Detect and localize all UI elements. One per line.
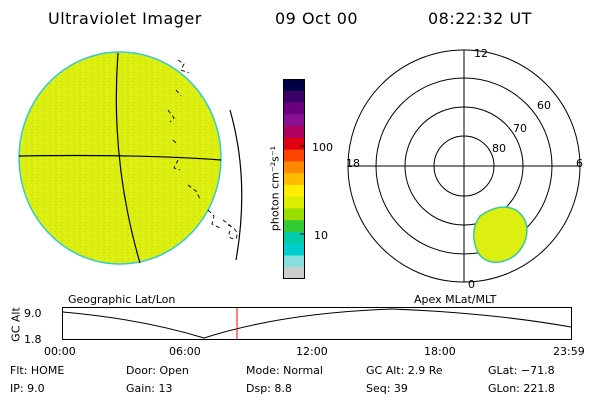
colorbar-band	[283, 231, 305, 245]
mlat-label-70: 70	[513, 122, 527, 135]
longitude-line	[115, 52, 141, 264]
colorbar-band	[283, 267, 305, 279]
colorbar-band	[283, 102, 305, 115]
colorbar-band	[283, 208, 305, 221]
colorbar-band	[283, 90, 305, 104]
geographic-image	[18, 51, 243, 265]
mlat-label-80: 80	[492, 142, 506, 155]
time-label-0600: 06:00	[169, 345, 201, 358]
colorbar-band	[283, 220, 305, 233]
coastline	[167, 59, 238, 240]
colorbar-band	[283, 114, 305, 127]
altitude-curve	[62, 308, 572, 339]
aurora-blob	[473, 206, 528, 263]
status-seq: Seq: 39	[366, 382, 408, 395]
mlt-label-6: 6	[576, 157, 583, 170]
status-door: Door: Open	[126, 364, 189, 377]
colorbar-band	[283, 79, 305, 92]
status-flt: Flt: HOME	[10, 364, 65, 377]
status-ip: IP: 9.0	[10, 382, 45, 395]
mlt-label-12: 12	[474, 47, 488, 60]
colorbar-band	[283, 137, 305, 151]
timeline-axis-label: GC Alt	[9, 307, 23, 342]
time-label-2359: 23:59	[553, 345, 585, 358]
status-mode: Mode: Normal	[246, 364, 323, 377]
mlt-label-18: 18	[346, 157, 360, 170]
apex-polar-plot	[347, 49, 581, 283]
time-label: 08:22:32 UT	[428, 9, 532, 28]
status-dsp: Dsp: 8.8	[246, 382, 292, 395]
colorbar-band	[283, 126, 305, 139]
colorbar-band	[283, 196, 305, 209]
colorbar-band	[283, 161, 305, 174]
time-label-0000: 00:00	[44, 345, 76, 358]
time-label-1800: 18:00	[424, 345, 456, 358]
colorbar-band	[283, 255, 305, 268]
timeline-y-top: 9.0	[24, 307, 42, 320]
colorbar-band	[283, 149, 305, 162]
colorbar-band	[283, 243, 305, 256]
earth-disk	[18, 51, 222, 265]
instrument-title: Ultraviolet Imager	[48, 9, 202, 28]
colorbar-tick-100: 100	[312, 141, 333, 154]
status-gain: Gain: 13	[126, 382, 173, 395]
colorbar-unit-label: photon cm⁻²s⁻¹	[268, 145, 282, 232]
timeline-y-bottom: 1.8	[24, 333, 42, 346]
timeline-plot	[62, 307, 572, 340]
colorbar-band	[283, 173, 305, 186]
mlat-label-60: 60	[537, 99, 551, 112]
colorbar-tick-10: 10	[314, 229, 328, 242]
colorbar-band	[283, 184, 305, 198]
colorbar	[283, 79, 305, 279]
time-label-1200: 12:00	[296, 345, 328, 358]
terminator-line	[229, 109, 243, 261]
status-gcalt: GC Alt: 2.9 Re	[366, 364, 443, 377]
apex-label: Apex MLat/MLT	[414, 293, 497, 306]
geographic-label: Geographic Lat/Lon	[68, 293, 176, 306]
mlt-label-0: 0	[468, 278, 475, 291]
status-glon: GLon: 221.8	[488, 382, 555, 395]
latitude-line	[18, 154, 222, 161]
status-glat: GLat: −71.8	[488, 364, 555, 377]
date-label: 09 Oct 00	[275, 9, 359, 28]
